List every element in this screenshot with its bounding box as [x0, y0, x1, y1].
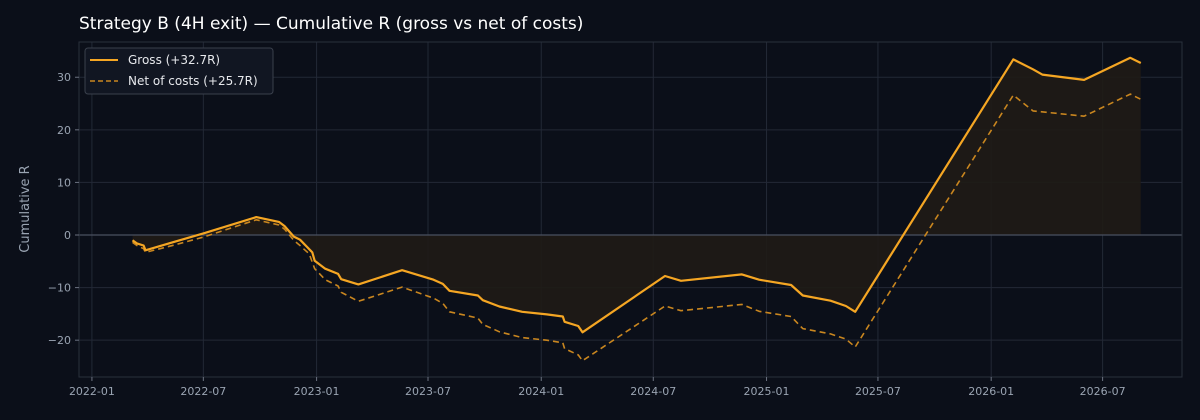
x-axis-ticks: 2022-01 2022-07 2023-01 2023-07 2024-01 2024-… — [69, 377, 1126, 398]
y-axis-label: Cumulative R — [18, 165, 33, 252]
x-tick-label: 2024-07 — [630, 385, 676, 398]
y-tick-label: 0 — [64, 229, 71, 242]
x-tick-label: 2025-07 — [855, 385, 901, 398]
y-tick-label: −20 — [48, 334, 71, 347]
series-line-net — [132, 93, 1142, 362]
plot-frame — [78, 41, 1183, 378]
legend-label-gross: Gross (+32.7R) — [128, 53, 220, 67]
y-tick-label: −10 — [48, 282, 71, 295]
legend: Gross (+32.7R) Net of costs (+25.7R) — [84, 47, 274, 95]
x-tick-label: 2026-01 — [968, 385, 1014, 398]
x-tick-label: 2023-07 — [405, 385, 451, 398]
x-tick-label: 2023-01 — [294, 385, 340, 398]
x-tick-label: 2022-01 — [69, 385, 115, 398]
legend-label-net: Net of costs (+25.7R) — [128, 74, 258, 88]
legend-box — [84, 47, 274, 95]
series-layer — [131, 56, 1142, 362]
x-tick-label: 2022-07 — [180, 385, 226, 398]
y-tick-label: 10 — [57, 176, 71, 189]
gross-fill-area — [132, 57, 1141, 333]
x-tick-label: 2024-01 — [518, 385, 564, 398]
series-line-gross — [131, 56, 1142, 334]
x-tick-label: 2026-07 — [1080, 385, 1126, 398]
x-tick-label: 2025-01 — [744, 385, 790, 398]
y-tick-label: 30 — [57, 71, 71, 84]
y-axis-ticks: −20 −10 0 10 20 30 — [48, 71, 79, 347]
chart-title: Strategy B (4H exit) — Cumulative R (gro… — [79, 14, 584, 34]
y-tick-label: 20 — [57, 124, 71, 137]
